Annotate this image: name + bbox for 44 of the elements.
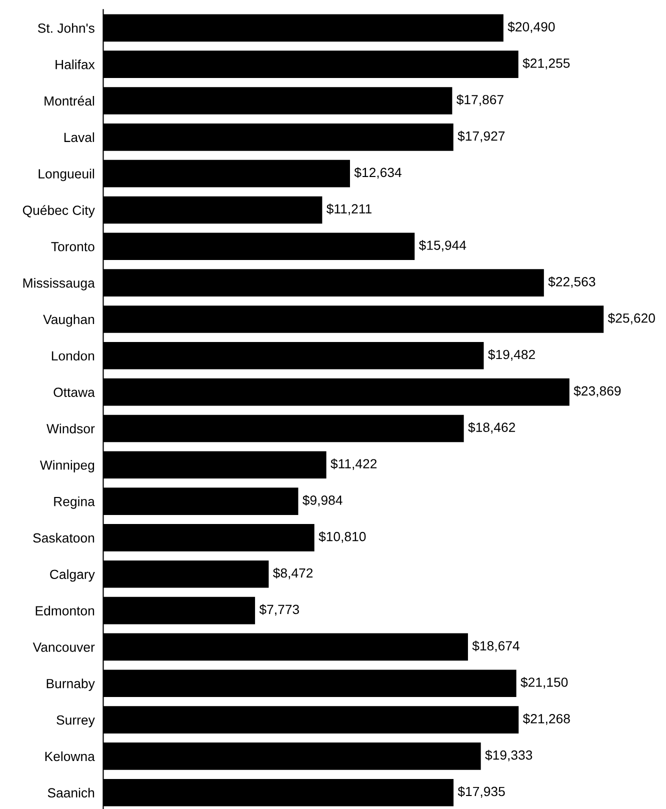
y-tick-label: Edmonton bbox=[36, 606, 94, 616]
y-tick-label: Surrey bbox=[56, 715, 95, 728]
data-label: $17,867 bbox=[456, 94, 504, 106]
y-tick-label: Montréal bbox=[44, 96, 94, 106]
y-tick-label: Kelowna bbox=[45, 751, 95, 762]
y-tick-label: Toronto bbox=[51, 242, 94, 252]
y-tick-label: Longueuil bbox=[38, 168, 94, 182]
y-tick-label: St. John's bbox=[38, 23, 94, 33]
data-label: $25,620 bbox=[608, 312, 655, 324]
data-label: $21,150 bbox=[520, 677, 568, 688]
y-tick-label: Winnipeg bbox=[40, 460, 94, 472]
data-label: $17,927 bbox=[458, 130, 505, 142]
data-label: $17,935 bbox=[458, 786, 505, 798]
data-label: $11,422 bbox=[330, 458, 377, 470]
y-tick-label: Vaughan bbox=[43, 314, 94, 327]
data-label: $21,268 bbox=[522, 713, 570, 725]
y-tick-label: Windsor bbox=[46, 424, 95, 434]
y-tick-label: Burnaby bbox=[46, 678, 95, 691]
y-tick-label: London bbox=[52, 350, 94, 361]
data-label: $9,984 bbox=[302, 494, 342, 506]
data-label: $19,333 bbox=[485, 750, 532, 762]
y-tick-label: Ottawa bbox=[54, 388, 95, 397]
data-label: $18,462 bbox=[468, 422, 516, 434]
y-tick-label: Regina bbox=[54, 496, 95, 509]
data-label: $7,773 bbox=[259, 604, 299, 616]
data-label: $21,255 bbox=[522, 58, 570, 70]
data-label: $10,810 bbox=[318, 531, 366, 543]
data-label: $18,674 bbox=[472, 640, 520, 652]
y-tick-label: Mississauga bbox=[23, 278, 95, 290]
y-tick-label: Saanich bbox=[48, 788, 94, 798]
data-label: $8,472 bbox=[273, 568, 313, 580]
y-tick-label: Québec City bbox=[22, 205, 95, 218]
y-tick-label: Vancouver bbox=[32, 642, 95, 652]
y-tick-label: Laval bbox=[64, 132, 94, 142]
data-label: $19,482 bbox=[488, 349, 535, 361]
y-tick-label: Saskatoon bbox=[33, 532, 94, 543]
data-label: $22,563 bbox=[548, 276, 596, 288]
data-label: $23,869 bbox=[574, 386, 621, 398]
data-label: $15,944 bbox=[418, 240, 466, 252]
data-label: $11,211 bbox=[326, 204, 372, 216]
data-label: $12,634 bbox=[354, 167, 402, 179]
y-tick-label: Calgary bbox=[50, 569, 95, 582]
y-tick-label: Halifax bbox=[56, 60, 95, 70]
data-label: $20,490 bbox=[508, 22, 555, 34]
